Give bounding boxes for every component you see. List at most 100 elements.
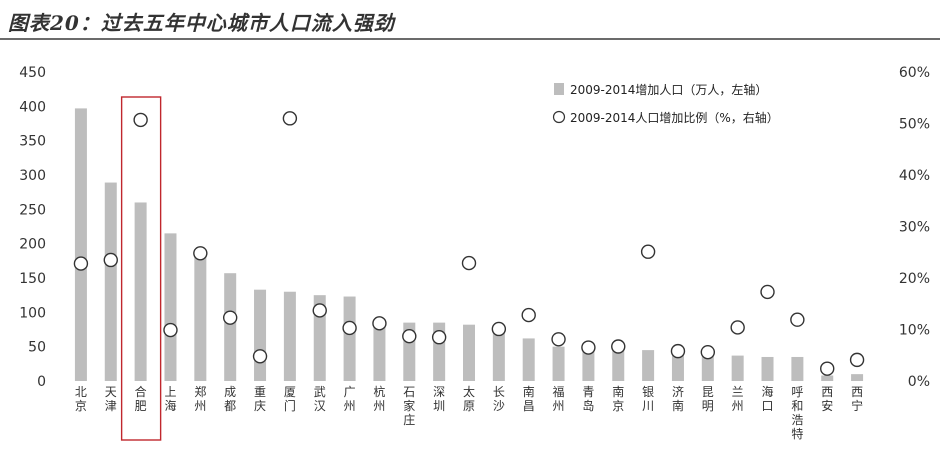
- right-axis-tick-label: 60%: [899, 65, 930, 81]
- right-axis-tick-label: 20%: [899, 271, 930, 287]
- category-label-char: 呼: [791, 385, 803, 399]
- left-axis-tick-label: 50: [28, 340, 46, 356]
- category-label-char: 上: [164, 385, 176, 399]
- bar: [731, 355, 744, 381]
- category-label-char: 州: [194, 399, 206, 413]
- category-label-char: 沙: [493, 399, 505, 413]
- bar: [373, 320, 386, 381]
- category-label-char: 州: [344, 399, 356, 413]
- bar: [164, 233, 177, 381]
- category-label-char: 银: [642, 385, 654, 399]
- left-axis-tick-label: 150: [19, 271, 46, 287]
- right-axis-tick-label: 30%: [899, 220, 930, 236]
- marker-point: [551, 332, 566, 347]
- category-label-char: 杭: [373, 384, 385, 399]
- marker-point: [282, 111, 298, 126]
- title-bar: 图表20：过去五年中心城市人口流入强劲: [0, 0, 940, 40]
- category-label-char: 明: [702, 399, 714, 413]
- bar: [492, 327, 505, 381]
- bar: [522, 338, 535, 381]
- category-label-char: 州: [732, 399, 744, 413]
- category-label-char: 南: [672, 398, 684, 413]
- category-label-char: 口: [762, 399, 774, 413]
- marker-point: [342, 320, 357, 336]
- category-label-char: 兰: [732, 385, 744, 399]
- marker-point: [640, 244, 656, 259]
- category-label-char: 宁: [851, 398, 863, 413]
- legend-bar-swatch: [554, 83, 564, 95]
- marker-point: [581, 340, 596, 355]
- category-label-char: 州: [553, 399, 565, 413]
- chart-title: 图表20：过去五年中心城市人口流入强劲: [8, 11, 395, 35]
- category-label-char: 都: [224, 399, 236, 413]
- marker-point: [461, 255, 477, 271]
- marker-point: [163, 322, 178, 338]
- right-axis-tick-label: 0%: [908, 374, 930, 390]
- category-label-char: 福: [553, 384, 565, 399]
- category-label-char: 肥: [135, 399, 147, 413]
- category-label-char: 南: [612, 384, 624, 399]
- left-axis-tick-label: 250: [19, 202, 46, 218]
- left-axis-tick-label: 300: [19, 168, 46, 184]
- category-label-char: 武: [314, 385, 326, 399]
- category-label-char: 京: [612, 399, 624, 413]
- bar: [851, 374, 864, 381]
- category-label-char: 庄: [403, 412, 415, 427]
- marker-series: [73, 111, 865, 376]
- bar: [761, 356, 774, 381]
- category-label-char: 南: [523, 384, 535, 399]
- legend-marker-label: 2009-2014人口增加比例（%，右轴）: [570, 110, 779, 125]
- left-axis-tick-label: 350: [19, 134, 46, 150]
- category-label-char: 重: [254, 385, 266, 399]
- bar-series: [74, 108, 864, 381]
- chart: 0 50 100 150 200 250 300 350 400 450 0% 10% 20% 30% 4…: [19, 65, 930, 441]
- marker-point: [252, 349, 268, 364]
- left-axis-tick-label: 0: [37, 374, 46, 390]
- bar: [343, 296, 356, 381]
- marker-point: [133, 112, 148, 128]
- highlight-box: [120, 96, 162, 441]
- marker-point: [790, 312, 805, 327]
- marker-point: [820, 361, 835, 376]
- bar: [701, 353, 714, 381]
- category-label-char: 青: [582, 385, 594, 399]
- marker-point: [103, 252, 118, 268]
- bar: [791, 356, 804, 381]
- category-label-char: 庆: [254, 399, 266, 413]
- category-label-char: 家: [403, 398, 415, 413]
- category-label-char: 特: [791, 426, 803, 441]
- marker-point: [312, 303, 327, 318]
- legend: 2009-2014增加人口（万人，左轴） 2009-2014人口增加比例（%，右轴…: [552, 82, 779, 125]
- category-label-char: 川: [642, 399, 654, 413]
- category-label-char: 合: [135, 384, 147, 399]
- category-label-char: 和: [791, 399, 803, 413]
- category-label-char: 门: [284, 398, 296, 413]
- marker-point: [491, 321, 507, 337]
- right-axis-tick-label: 50%: [899, 117, 930, 133]
- category-label-char: 汉: [314, 399, 326, 413]
- bar: [463, 324, 475, 381]
- category-label-char: 京: [75, 399, 87, 413]
- left-axis-tick-label: 400: [19, 99, 46, 115]
- highlight-rect: [120, 96, 162, 441]
- marker-point: [73, 256, 89, 271]
- category-label-char: 州: [373, 399, 385, 413]
- marker-point: [700, 344, 716, 360]
- left-axis-tick-label: 100: [19, 305, 46, 321]
- left-axis-tick-label: 450: [19, 65, 46, 81]
- category-label-char: 岛: [582, 398, 594, 413]
- category-label-char: 昆: [702, 385, 714, 399]
- category-label-char: 广: [344, 385, 356, 399]
- category-label-char: 成: [224, 385, 236, 399]
- category-label-char: 郑: [194, 384, 206, 399]
- bar: [642, 350, 655, 381]
- category-label-char: 海: [762, 384, 774, 399]
- category-label-char: 圳: [433, 399, 445, 413]
- bar: [104, 182, 117, 381]
- marker-point: [760, 284, 775, 300]
- category-label-char: 济: [672, 384, 684, 399]
- bar: [671, 352, 684, 381]
- marker-point: [521, 307, 536, 323]
- bar: [821, 375, 834, 381]
- category-label-char: 深: [433, 385, 445, 399]
